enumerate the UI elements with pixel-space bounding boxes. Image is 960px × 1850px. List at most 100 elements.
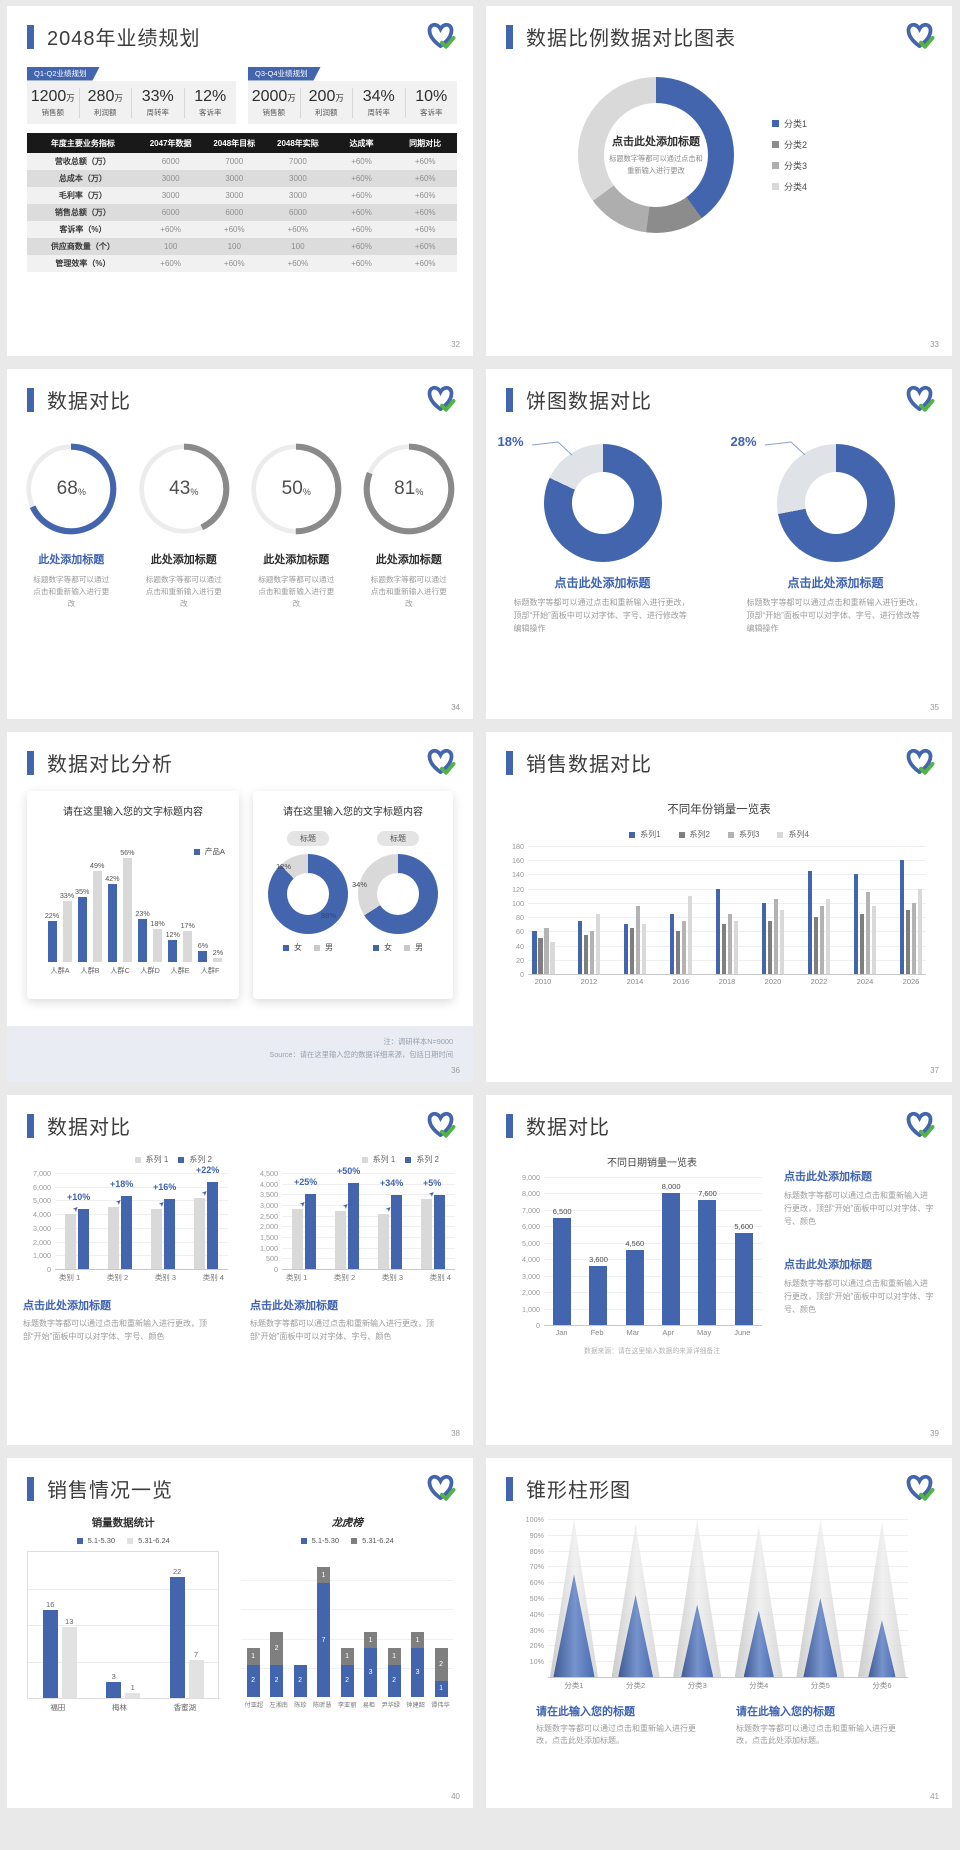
gridline: [55, 1241, 228, 1243]
slide-body: 不同年份销量一览表 系列1 系列2 系列3 系列4 180 160 140 120 100 80 60…: [486, 779, 952, 1082]
brand-logo-icon: [427, 22, 456, 49]
kpi-value: 1200万: [30, 88, 75, 105]
stack-segment-blue: 3: [364, 1648, 378, 1697]
bar-group: 42% 56%: [105, 848, 135, 962]
kpi-label: 周转率: [146, 108, 170, 117]
gender-donut[interactable]: [268, 854, 348, 934]
gridline: [548, 1645, 908, 1647]
stack-segment-blue: 1: [434, 1680, 448, 1697]
pie-item-desc: 标题数字等都可以通过点击和重新输入进行更改，顶部“开始”面板中可以对字体、字号、…: [513, 598, 690, 633]
donut-box: 34%: [352, 854, 438, 934]
table-cell: +60%: [393, 153, 457, 170]
table-cell: 6000: [138, 204, 203, 221]
bar: [675, 931, 681, 974]
slide-35-pie-compare[interactable]: 饼图数据对比 18% 点击此处添加标题 标题数字等都可以通过点击和重新输入进行更改，…: [486, 369, 952, 719]
slide-body: 点击此处添加标题 标题数字等都可以通过点击和重新输入进行更改 分类1 分类2 分类3 分类…: [486, 53, 952, 356]
blue-slice-label: 88%: [320, 911, 336, 920]
page-number: 35: [930, 703, 939, 712]
progress-ring[interactable]: 81%: [362, 442, 456, 536]
legend-item: 女: [373, 942, 392, 953]
bar-group: [532, 927, 555, 974]
slide-36-analysis[interactable]: 数据对比分析 注：调研样本N=9000 Source：请在这里输入您的数据详细来源…: [7, 732, 473, 1082]
slide-37-sales-compare[interactable]: 销售数据对比 不同年份销量一览表 系列1 系列2 系列3 系列4 180 160 140 120…: [486, 732, 952, 1082]
y-tick-label: 20%: [529, 1641, 544, 1651]
slide-body: 100% 90% 80% 70% 60% 50% 40% 30% 20% 10% 分类1 分类2 分类3…: [486, 1505, 952, 1808]
bar-value-label: 8,000: [661, 1182, 681, 1192]
bar-pair: +5% ➤: [421, 1178, 445, 1269]
y-tick-label: 60%: [529, 1578, 544, 1588]
slide-33-proportion-chart[interactable]: 数据比例数据对比图表 点击此处添加标题 标题数字等都可以通过点击和重新输入进行更改…: [486, 6, 952, 356]
y-tick-label: 40%: [529, 1609, 544, 1619]
table-head: 年度主要业务指标 2047年数据 2048年目标 2048年实际 达成率 同期对比: [27, 133, 457, 153]
slide-34-ring-compare[interactable]: 数据对比 68% 此处添加标题 标题数字等都可以通过点击和重新输入进行更改 43% 此处…: [7, 369, 473, 719]
table-cell: 客诉率（%）: [27, 221, 139, 238]
gender-donut[interactable]: [358, 854, 438, 934]
x-label: 香蜜湖: [173, 1703, 197, 1712]
x-label: June: [734, 1328, 751, 1337]
kpi-value: 280万: [87, 88, 123, 105]
donut-pair-card[interactable]: 请在这里输入您的文字标题内容 标题 标题 12% 88% 女男 34% 女男: [253, 791, 453, 999]
bar-group: [669, 895, 693, 974]
chart-title: 龙虎榜: [331, 1517, 363, 1529]
kpi-label: 销售额: [262, 108, 286, 117]
stack-segment-gray: 2: [434, 1648, 448, 1681]
bar: [92, 871, 102, 962]
gridline: [282, 1269, 455, 1270]
pie-donut[interactable]: [543, 444, 662, 562]
x-axis-labels: 2010 2012 2014 2016 2018 2020 2022 2024 2026: [528, 977, 926, 986]
slide-40-sales-overview[interactable]: 销售情况一览 销量数据统计 5.1-5.30 5.31-6.24 16 13 3 1 22 7 福…: [7, 1458, 473, 1808]
legend-label: 男: [325, 943, 333, 952]
table-body: 营收总额（万） 6000 7000 7000 +60% +60% 总成本（万） 3000 300…: [27, 153, 457, 272]
slide-39-date-sales[interactable]: 数据对比 不同日期销量一览表 9,000 8,000 7,000 6,000 5,000 4…: [486, 1095, 952, 1445]
progress-ring[interactable]: 68%: [24, 442, 118, 536]
gridline: [528, 917, 926, 919]
y-tick-label: 90%: [529, 1530, 544, 1540]
table-header-cell: 2047年数据: [138, 133, 203, 153]
legend-swatch: [772, 183, 779, 190]
gridline: [548, 1582, 908, 1584]
progress-ring[interactable]: 43%: [137, 442, 231, 536]
x-label: 类别 4: [202, 1273, 224, 1282]
bar-pair: +10% ➤: [65, 1192, 90, 1269]
gridline: [548, 1661, 908, 1663]
table-row: 供应商数量（个） 100 100 100 +60% +60%: [27, 238, 457, 255]
x-label: 陈昕慧: [312, 1702, 332, 1709]
brand-logo-icon: [906, 1111, 935, 1138]
kpi-value: 34%: [362, 88, 395, 105]
y-tick-label: 2,000: [260, 1222, 278, 1232]
chart-block: 系列 1 系列 2 7,000 6,000 5,000 4,000 3,000 2,000 1,…: [23, 1154, 230, 1344]
proportion-donut[interactable]: 点击此处添加标题 标题数字等都可以通过点击和重新输入进行更改: [578, 77, 734, 233]
slide-32-business-plan[interactable]: 2048年业绩规划 Q1-Q2业绩规划 1200万 销售额 280万 利润额 33% 周转率…: [7, 6, 473, 356]
y-tick-label: 10%: [529, 1657, 544, 1667]
bar-value-label: 5,600: [734, 1221, 754, 1231]
slide-41-cone-chart[interactable]: 锥形柱形图 100% 90% 80% 70% 60% 50% 40% 30% 20% 10% 分类1…: [486, 1458, 952, 1808]
slide-title: 2048年业绩规划: [47, 28, 201, 50]
kpi-item: 34% 周转率: [352, 88, 405, 118]
table-cell: 100: [138, 238, 203, 255]
slide-38-data-compare[interactable]: 数据对比 系列 1 系列 2 7,000 6,000 5,000 4,000 3,000 2,…: [7, 1095, 473, 1445]
table-header-cell: 2048年实际: [266, 133, 330, 153]
gridline: [544, 1209, 762, 1211]
bar-column: 18%: [150, 919, 165, 962]
bar-column: 22: [169, 1567, 185, 1698]
bar: [715, 888, 721, 974]
bar-column: 3: [106, 1672, 122, 1698]
gridline: [282, 1194, 455, 1196]
title-accent-bar: [506, 1476, 513, 1501]
bar-chart-card[interactable]: 请在这里输入您的文字标题内容 产品A 22% 33% 35% 49% 42% 56% 23% 18…: [27, 791, 239, 999]
bar-column: 23%: [135, 909, 150, 962]
bar-group: 16 13: [42, 1600, 77, 1698]
legend-item: 男: [314, 942, 333, 953]
progress-ring[interactable]: 50%: [249, 442, 343, 536]
table-cell: 3000: [266, 187, 330, 204]
table-cell: +60%: [329, 170, 394, 187]
bar-groups: +10% ➤ +18% ➤ +16% ➤ +22% ➤: [55, 1165, 228, 1269]
x-label: 人群C: [110, 966, 130, 975]
ring-item: 81% 此处添加标题 标题数字等都可以通过点击和重新输入进行更改: [353, 442, 466, 609]
donut-hole: [377, 873, 419, 915]
gridline: [28, 1625, 219, 1626]
bar-gray: [421, 1198, 432, 1269]
slide-title: 数据对比: [47, 391, 131, 413]
x-axis-labels: 人群A 人群B 人群C 人群D 人群E 人群F: [45, 966, 225, 976]
pie-donut[interactable]: [776, 444, 895, 562]
